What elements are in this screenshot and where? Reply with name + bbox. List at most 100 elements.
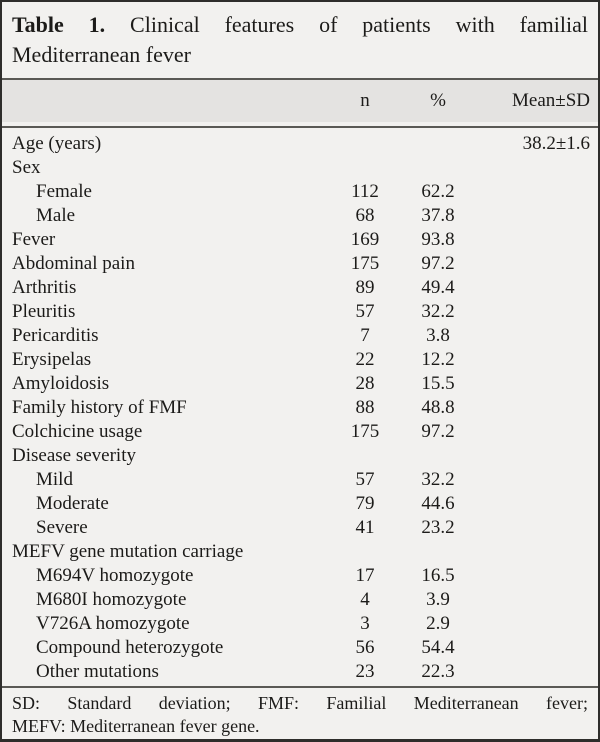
table-row: Amyloidosis 28 15.5 — [12, 372, 590, 396]
row-label: Compound heterozygote — [36, 637, 224, 658]
row-label: Family history of FMF — [12, 397, 187, 418]
row-n-value: 57 — [355, 301, 375, 322]
row-n-value: 89 — [355, 277, 375, 298]
row-label: Colchicine usage — [12, 421, 143, 442]
row-n-value: 3 — [360, 613, 370, 634]
row-mean-value — [476, 564, 590, 588]
row-pct-value: 93.8 — [421, 229, 455, 250]
column-header-mean: Mean±SD — [512, 90, 590, 111]
row-mean-value — [476, 324, 590, 348]
row-label: MEFV gene mutation carriage — [12, 541, 244, 562]
row-n-value: 57 — [355, 469, 375, 490]
row-mean-value — [476, 540, 590, 564]
row-mean-value — [476, 228, 590, 252]
row-pct-value: 16.5 — [421, 565, 455, 586]
column-header-pct: % — [430, 90, 446, 111]
table-row: V726A homozygote 3 2.9 — [12, 612, 590, 636]
row-n-value: 4 — [360, 589, 370, 610]
row-label: Amyloidosis — [12, 373, 110, 394]
table-title: Table 1. Clinical features of patients w… — [2, 2, 598, 78]
table-row: Colchicine usage 175 97.2 — [12, 420, 590, 444]
row-label: Disease severity — [12, 445, 136, 466]
row-pct-value: 23.2 — [421, 517, 455, 538]
rule-above-footnote — [2, 686, 598, 688]
row-n-value: 79 — [355, 493, 375, 514]
table-row: Family history of FMF 88 48.8 — [12, 396, 590, 420]
column-header-band: n % Mean±SD — [2, 80, 598, 122]
row-label: Pleuritis — [12, 301, 76, 322]
row-n-value: 28 — [355, 373, 375, 394]
row-pct-value: 32.2 — [421, 301, 455, 322]
row-label: Male — [36, 205, 76, 226]
row-mean-value — [476, 420, 590, 444]
row-mean-value — [476, 180, 590, 204]
row-pct-value: 49.4 — [421, 277, 455, 298]
table-title-line1: Table 1. Clinical features of patients w… — [12, 10, 588, 40]
row-mean-value — [476, 156, 590, 180]
row-n-value: 169 — [350, 229, 380, 250]
row-n-value: 41 — [355, 517, 375, 538]
table-row: Fever 169 93.8 — [12, 228, 590, 252]
row-pct-value: 32.2 — [421, 469, 455, 490]
row-mean-value — [476, 204, 590, 228]
row-mean-value: 38.2±1.6 — [522, 133, 590, 154]
row-n-value: 23 — [355, 661, 375, 682]
table-row: MEFV gene mutation carriage — [12, 540, 590, 564]
row-pct-value: 54.4 — [421, 637, 455, 658]
row-pct-value: 22.3 — [421, 661, 455, 682]
footnote-line2: MEFV: Mediterranean fever gene. — [12, 716, 260, 736]
row-pct-value — [400, 132, 476, 156]
row-pct-value: 97.2 — [421, 253, 455, 274]
row-label: M694V homozygote — [36, 565, 194, 586]
table-row: Male 68 37.8 — [12, 204, 590, 228]
row-label: Age (years) — [12, 133, 102, 154]
row-label: V726A homozygote — [36, 613, 190, 634]
row-label: Sex — [12, 157, 41, 178]
row-pct-value: 62.2 — [421, 181, 455, 202]
row-label: Arthritis — [12, 277, 77, 298]
table-row: Severe 41 23.2 — [12, 516, 590, 540]
table-row: Other mutations 23 22.3 — [12, 660, 590, 684]
table-row: Disease severity — [12, 444, 590, 468]
table-footnote: SD: Standard deviation; FMF: Familial Me… — [2, 688, 598, 739]
table-row: Pleuritis 57 32.2 — [12, 300, 590, 324]
row-mean-value — [476, 396, 590, 420]
row-n-value: 112 — [351, 181, 379, 202]
row-n-value — [330, 132, 400, 156]
row-pct-value: 12.2 — [421, 349, 455, 370]
row-mean-value — [476, 276, 590, 300]
row-n-value: 17 — [355, 565, 375, 586]
row-n-value: 56 — [355, 637, 375, 658]
row-label: Abdominal pain — [12, 253, 135, 274]
row-mean-value — [476, 444, 590, 468]
row-label: M680I homozygote — [36, 589, 187, 610]
row-n-value: 68 — [355, 205, 375, 226]
table-row: M680I homozygote 4 3.9 — [12, 588, 590, 612]
row-n-value: 175 — [350, 253, 380, 274]
row-mean-value — [476, 468, 590, 492]
row-mean-value — [476, 588, 590, 612]
row-pct-value — [400, 540, 476, 564]
row-label: Mild — [36, 469, 73, 490]
row-mean-value — [476, 492, 590, 516]
table-row: Sex — [12, 156, 590, 180]
rule-below-title — [2, 78, 598, 80]
row-mean-value — [476, 372, 590, 396]
row-n-value — [330, 156, 400, 180]
row-mean-value — [476, 516, 590, 540]
row-label: Moderate — [36, 493, 109, 514]
row-label: Other mutations — [36, 661, 159, 682]
row-pct-value: 44.6 — [421, 493, 455, 514]
table-title-text: Clinical features of patients with famil… — [130, 12, 588, 37]
column-header-n: n — [360, 90, 370, 111]
row-pct-value: 2.9 — [426, 613, 450, 634]
row-pct-value: 15.5 — [421, 373, 455, 394]
row-mean-value — [476, 348, 590, 372]
row-mean-value — [476, 300, 590, 324]
row-label: Severe — [36, 517, 88, 538]
table-title-line2: Mediterranean fever — [12, 42, 191, 67]
table-row: Erysipelas 22 12.2 — [12, 348, 590, 372]
row-pct-value — [400, 444, 476, 468]
row-n-value: 88 — [355, 397, 375, 418]
